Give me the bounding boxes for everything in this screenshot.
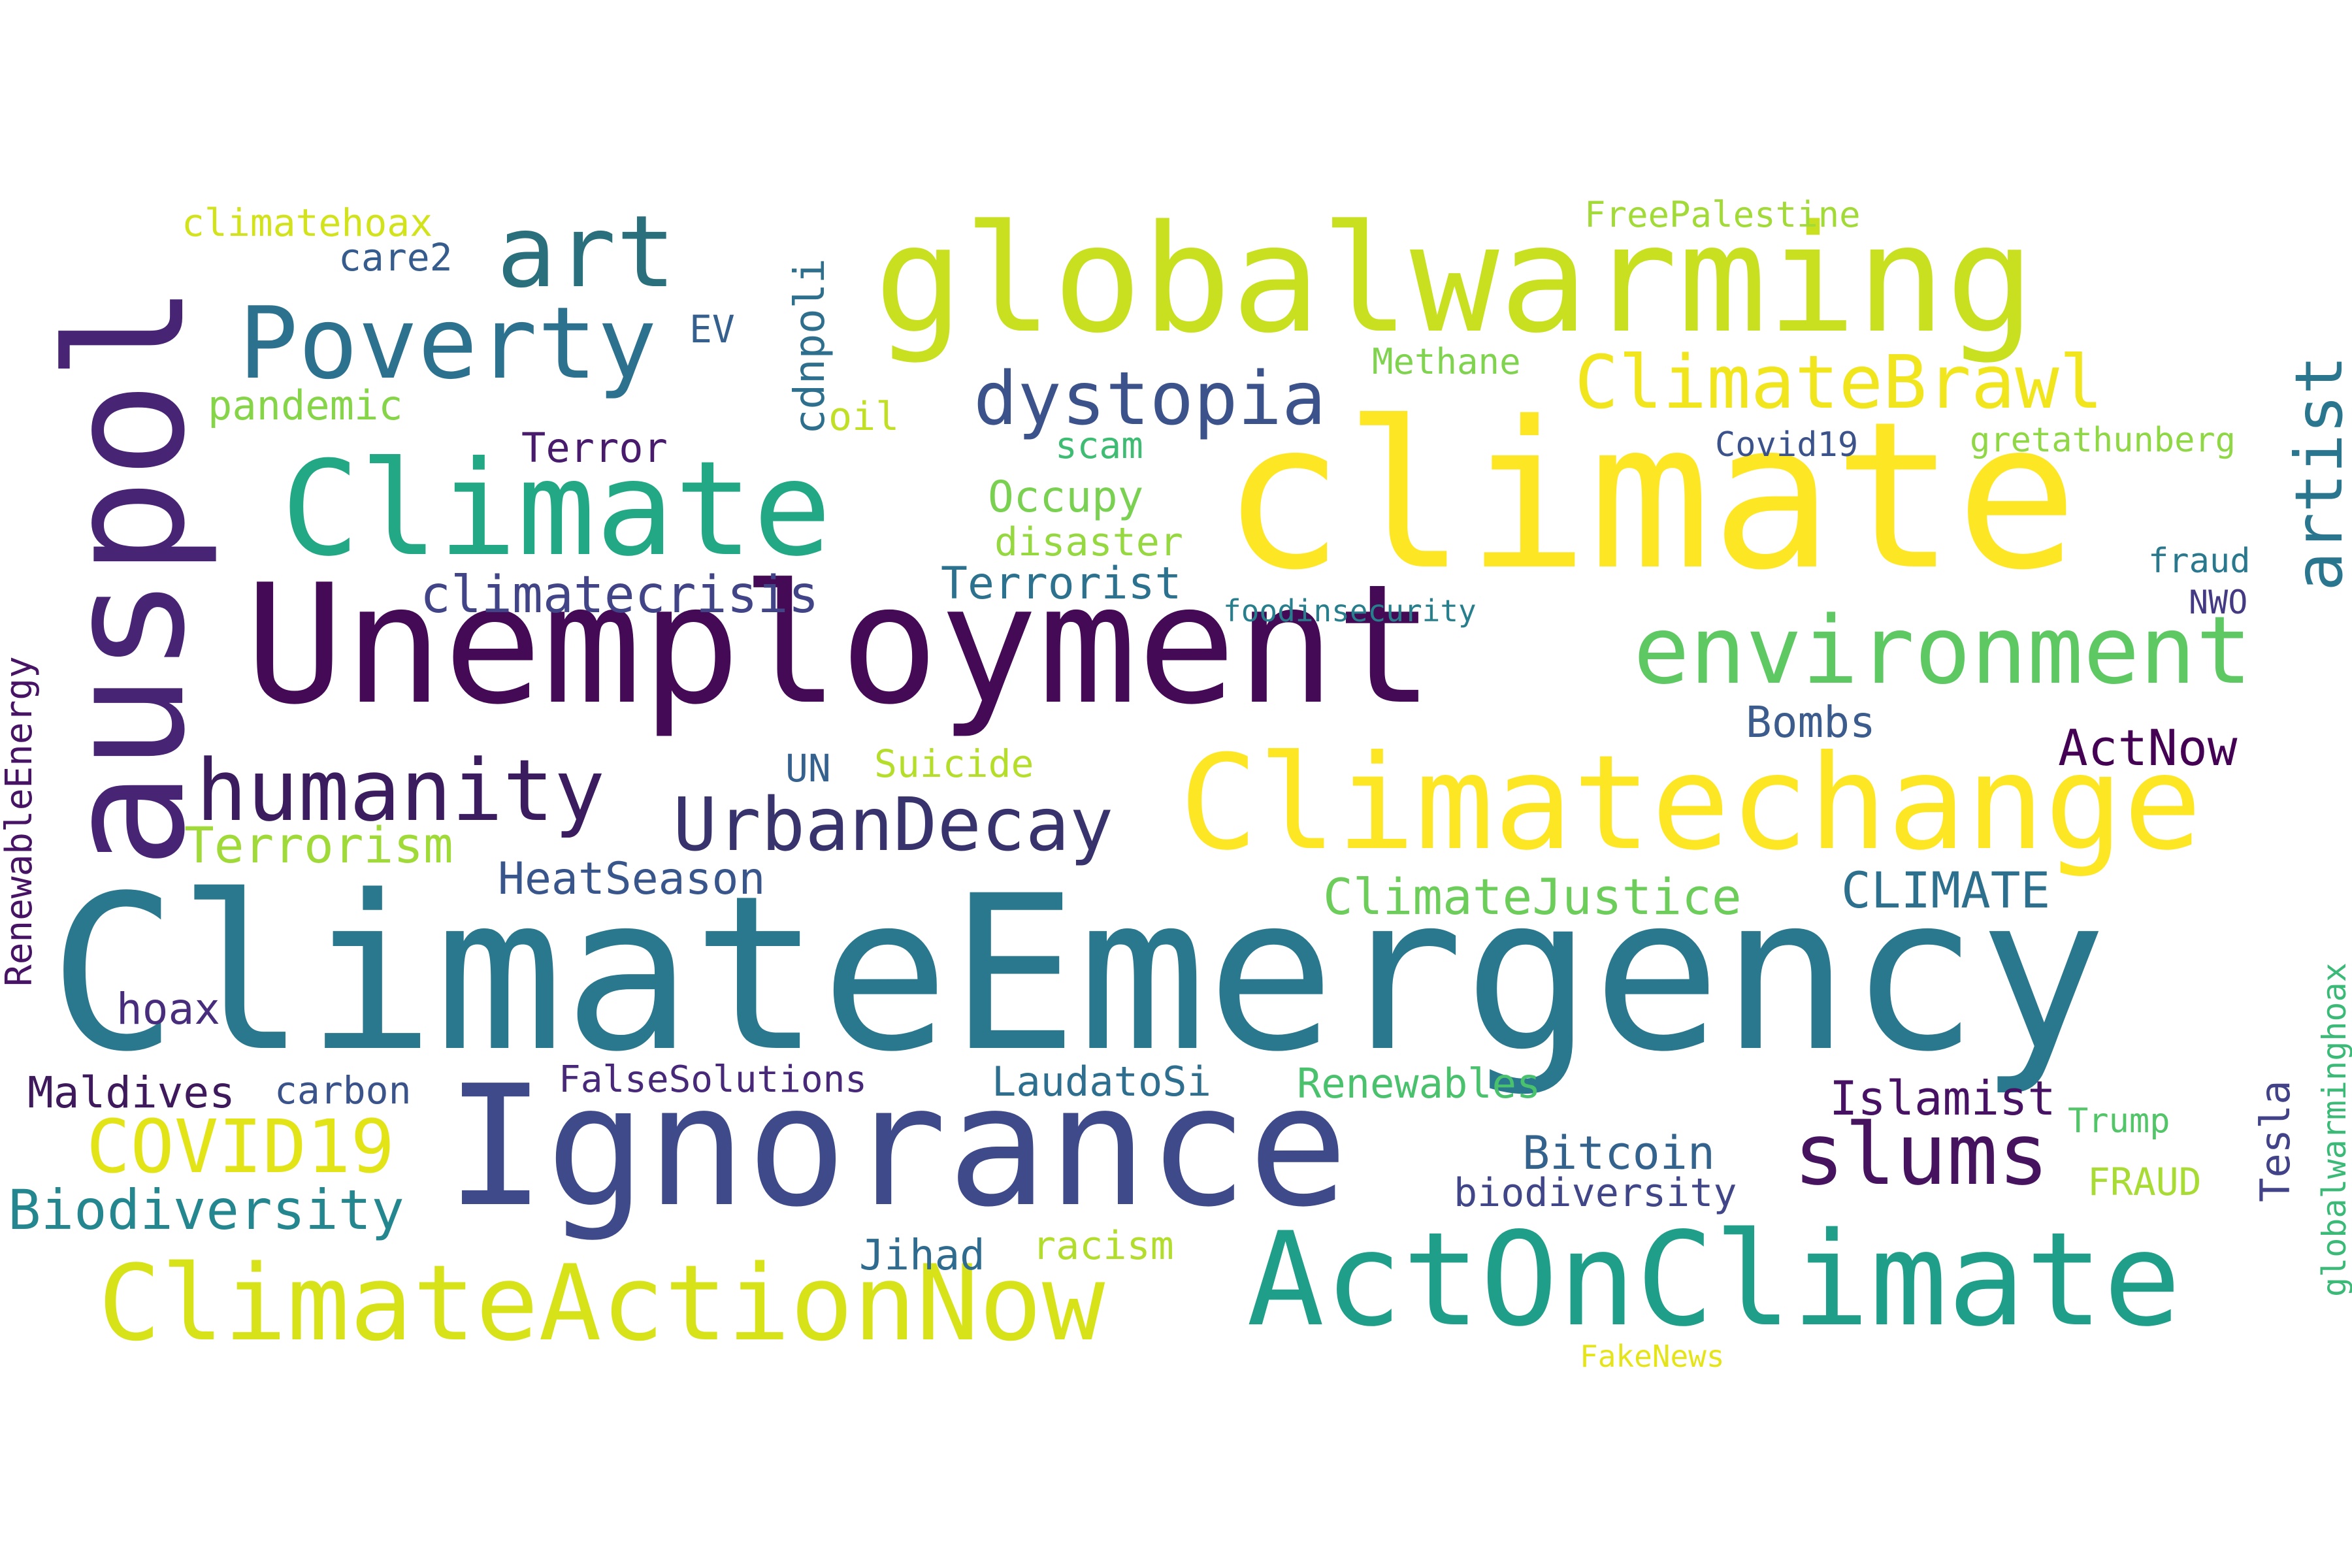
word-climatecrisis: climatecrisis <box>420 566 819 625</box>
word-jihad: Jihad <box>859 1232 985 1280</box>
word-climate-upper: CLIMATE <box>1841 861 2051 919</box>
word-fake-news: FakeNews <box>1580 1339 1725 1374</box>
word-climatehoax: climatehoax <box>182 201 433 245</box>
word-oil: oil <box>828 394 900 440</box>
word-terrorist: Terrorist <box>941 558 1182 610</box>
word-suicide: Suicide <box>874 742 1034 786</box>
word-dystopia: dystopia <box>973 357 1326 442</box>
word-fraud-lower: fraud <box>2148 542 2251 581</box>
word-hoax: hoax <box>116 984 220 1034</box>
word-trump: Trump <box>2068 1102 2170 1141</box>
word-maldives: Maldives <box>27 1068 235 1118</box>
word-tesla: Tesla <box>2251 1080 2299 1202</box>
word-environment: environment <box>1633 596 2253 705</box>
word-terrorism: Terrorism <box>184 816 453 874</box>
word-climate-action-now: ClimateActionNow <box>98 1242 1105 1364</box>
word-humanity: humanity <box>196 741 606 840</box>
word-islamist: Islamist <box>1829 1071 2056 1126</box>
word-urban-decay: UrbanDecay <box>673 783 1114 868</box>
word-racism: racism <box>1032 1223 1174 1269</box>
word-heat-season: HeatSeason <box>498 853 766 905</box>
word-fraud-upper: FRAUD <box>2087 1160 2202 1204</box>
word-pandemic: pandemic <box>208 382 403 429</box>
word-renewable-energy: RenewableEnergy <box>0 656 41 987</box>
word-climate-capital: Climate <box>281 433 832 585</box>
word-carbon: carbon <box>274 1068 412 1113</box>
word-auspol: auspol <box>33 284 221 869</box>
word-terror: Terror <box>521 424 668 472</box>
word-biodiversity-capital: Biodiversity <box>8 1178 404 1242</box>
word-nwo: NWO <box>2189 583 2248 621</box>
word-art: art <box>497 194 676 310</box>
word-false-solutions: FalseSolutions <box>559 1058 868 1101</box>
word-act-on-climate: ActOnClimate <box>1247 1204 2181 1355</box>
word-bitcoin: Bitcoin <box>1522 1126 1716 1180</box>
word-free-palestine: FreePalestine <box>1584 194 1861 235</box>
word-methane: Methane <box>1372 341 1521 382</box>
word-care2: care2 <box>338 235 453 280</box>
word-biodiversity-lower: biodiversity <box>1454 1170 1737 1216</box>
word-renewables: Renewables <box>1297 1060 1541 1107</box>
word-foodinsecurity: foodinsecurity <box>1223 593 1477 629</box>
word-occupy: Occupy <box>988 472 1144 522</box>
word-covid19-mixed: Covid19 <box>1715 425 1859 465</box>
word-slums: slums <box>1793 1105 2050 1204</box>
word-unemployment: Unemployment <box>245 549 1435 741</box>
word-cdnpoli: cdnpoli <box>786 258 834 434</box>
word-climate-justice: ClimateJustice <box>1323 868 1742 926</box>
word-act-now: ActNow <box>2058 719 2238 777</box>
word-bombs: Bombs <box>1746 697 1876 747</box>
word-poverty: Poverty <box>238 286 657 401</box>
word-climate-brawl: ClimateBrawl <box>1575 340 2104 425</box>
word-un: UN <box>785 746 831 791</box>
word-gretathunberg: gretathunberg <box>1970 421 2236 460</box>
word-climate-emergency: ClimateEmergency <box>49 850 2107 1099</box>
word-ignorance: Ignorance <box>446 1050 1348 1244</box>
word-covid19-upper: COVID19 <box>86 1105 395 1190</box>
word-ev: EV <box>689 307 735 351</box>
word-disaster: disaster <box>994 519 1183 565</box>
word-climate-lower: climate <box>1222 378 2078 615</box>
word-artist: artist <box>2281 355 2352 591</box>
word-laudato-si: LaudatoSi <box>992 1058 1211 1105</box>
word-climatechange: Climatechange <box>1179 727 2202 879</box>
word-scam: scam <box>1055 425 1143 467</box>
word-globalwarming: globalwarming <box>874 193 2035 366</box>
word-globalwarminghoax: globalwarminghoax <box>2315 962 2352 1297</box>
